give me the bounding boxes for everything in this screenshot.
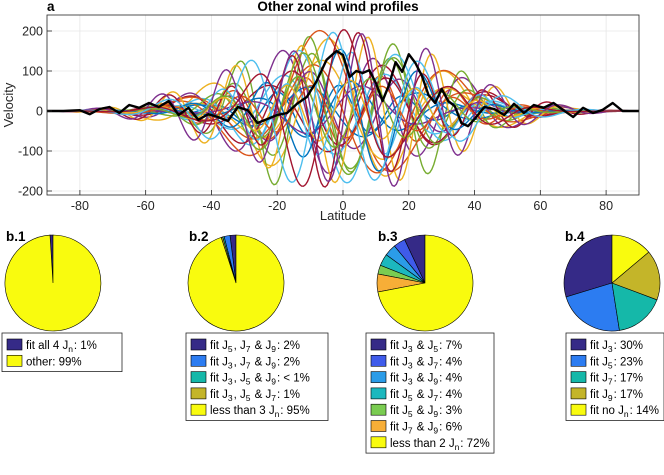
- pie-panel-label: b.3: [378, 229, 398, 244]
- pie-slice: [611, 234, 650, 284]
- pie-panel-b-4: b.4 fit J3 : 30% fit J5 : 23% fit J7 : 17% f…: [563, 229, 664, 421]
- highlight-profile-line: [47, 49, 639, 128]
- legend-swatch: [370, 387, 387, 400]
- legend-entry: fit no Jn : 14%: [590, 405, 659, 419]
- profile-line: [47, 31, 639, 188]
- legend-entry: fit J3 & J7 : 4%: [390, 356, 462, 370]
- legend-entry: fit J9 : 17%: [590, 389, 643, 403]
- pie-panel-label: b.1: [6, 229, 26, 244]
- panel-label-a: a: [47, 0, 55, 14]
- legend-entry: fit J3 , J5 & J7 : 1%: [210, 389, 300, 403]
- pie-slice: [565, 282, 620, 332]
- pie-legend-box: [365, 332, 495, 454]
- legend-swatch: [570, 403, 587, 416]
- pie-slice: [187, 234, 285, 332]
- pie-slice: [563, 234, 613, 298]
- y-tick-label: 100: [22, 65, 43, 79]
- legend-entry: fit J7 & J9 : 6%: [390, 422, 462, 436]
- pie-slice: [611, 251, 661, 301]
- legend-entry: fit J5 , J7 & J9 : 2%: [210, 340, 300, 354]
- y-axis-label: Velocity: [1, 82, 16, 127]
- pie-slice: [377, 234, 474, 332]
- y-tick-label: -100: [18, 145, 43, 159]
- legend-swatch: [190, 354, 207, 367]
- legend-swatch: [190, 403, 207, 416]
- pie-panel-b-1: b.1 fit all 4 Jn : 1% other: 99%: [1, 229, 123, 372]
- legend-swatch: [370, 371, 387, 383]
- legend-entry: other: 99%: [26, 356, 82, 368]
- legend-swatch: [370, 403, 387, 416]
- legend-entry: less than 2 Jn : 72%: [390, 438, 490, 452]
- legend-entry: fit J3 , J5 & J9 : < 1%: [210, 373, 310, 387]
- x-tick-label: -40: [202, 199, 220, 213]
- legend-swatch: [570, 354, 587, 367]
- x-tick-label: -60: [137, 199, 155, 213]
- pie-slice: [4, 234, 102, 332]
- legend-swatch: [6, 338, 23, 351]
- y-tick-label: 200: [22, 25, 43, 39]
- legend-swatch: [570, 371, 587, 383]
- profile-line: [47, 31, 639, 184]
- legend-swatch: [190, 371, 207, 383]
- legend-swatch: [370, 354, 387, 367]
- pie-panel-b-2: b.2 fit J5 , J7 & J9 : 2% fit J3 , J7 & J9…: [185, 229, 329, 421]
- profile-line: [47, 75, 639, 148]
- pie-slice: [611, 282, 658, 331]
- legend-entry: fit J3 & J5 : 7%: [390, 340, 462, 354]
- legend-swatch: [370, 436, 387, 449]
- pie-chart-panels: b.1 fit all 4 Jn : 1% other: 99% b.2 fit J5 …: [1, 229, 664, 454]
- legend-swatch: [190, 387, 207, 400]
- legend-entry: fit J7 : 17%: [590, 373, 643, 387]
- legend-swatch: [570, 338, 587, 351]
- x-tick-label: 0: [340, 199, 347, 213]
- legend-swatch: [370, 420, 387, 432]
- x-tick-label: -20: [268, 199, 286, 213]
- pie-panel-label: b.4: [565, 229, 585, 244]
- legend-entry: fit J3 & J9 : 4%: [390, 373, 462, 387]
- y-tick-label: 0: [36, 105, 43, 119]
- legend-swatch: [570, 387, 587, 400]
- legend-swatch: [6, 354, 23, 367]
- x-tick-label: 80: [599, 199, 613, 213]
- legend-entry: fit J5 & J7 : 4%: [390, 389, 462, 403]
- x-axis-label: Latitude: [320, 208, 366, 223]
- x-tick-label: 20: [402, 199, 416, 213]
- legend-entry: fit J3 : 30%: [590, 340, 643, 354]
- pie-panel-b-3: b.3 fit J3 & J5 : 7% fit J3 & J7 : 4% fit J…: [365, 229, 495, 454]
- line-chart-panel: -80 -60 -40 -20 0 20 40 60 80-200-1000100200Othe…: [1, 0, 640, 223]
- x-tick-label: 40: [468, 199, 482, 213]
- legend-entry: fit J5 : 23%: [590, 356, 643, 370]
- legend-entry: fit J5 & J9 : 3%: [390, 405, 462, 419]
- legend-entry: fit all 4 Jn : 1%: [26, 340, 97, 354]
- legend-entry: fit J3 , J7 & J9 : 2%: [210, 356, 300, 370]
- y-tick-label: -200: [18, 185, 43, 199]
- profile-curves: [47, 29, 639, 188]
- pie-legend-box: [185, 332, 329, 421]
- legend-entry: less than 3 Jn : 95%: [210, 405, 310, 419]
- x-tick-label: 60: [533, 199, 547, 213]
- chart-title: Other zonal wind profiles: [257, 0, 418, 14]
- legend-swatch: [190, 338, 207, 351]
- legend-swatch: [370, 338, 387, 351]
- pie-panel-label: b.2: [189, 229, 209, 244]
- x-tick-label: -80: [71, 199, 89, 213]
